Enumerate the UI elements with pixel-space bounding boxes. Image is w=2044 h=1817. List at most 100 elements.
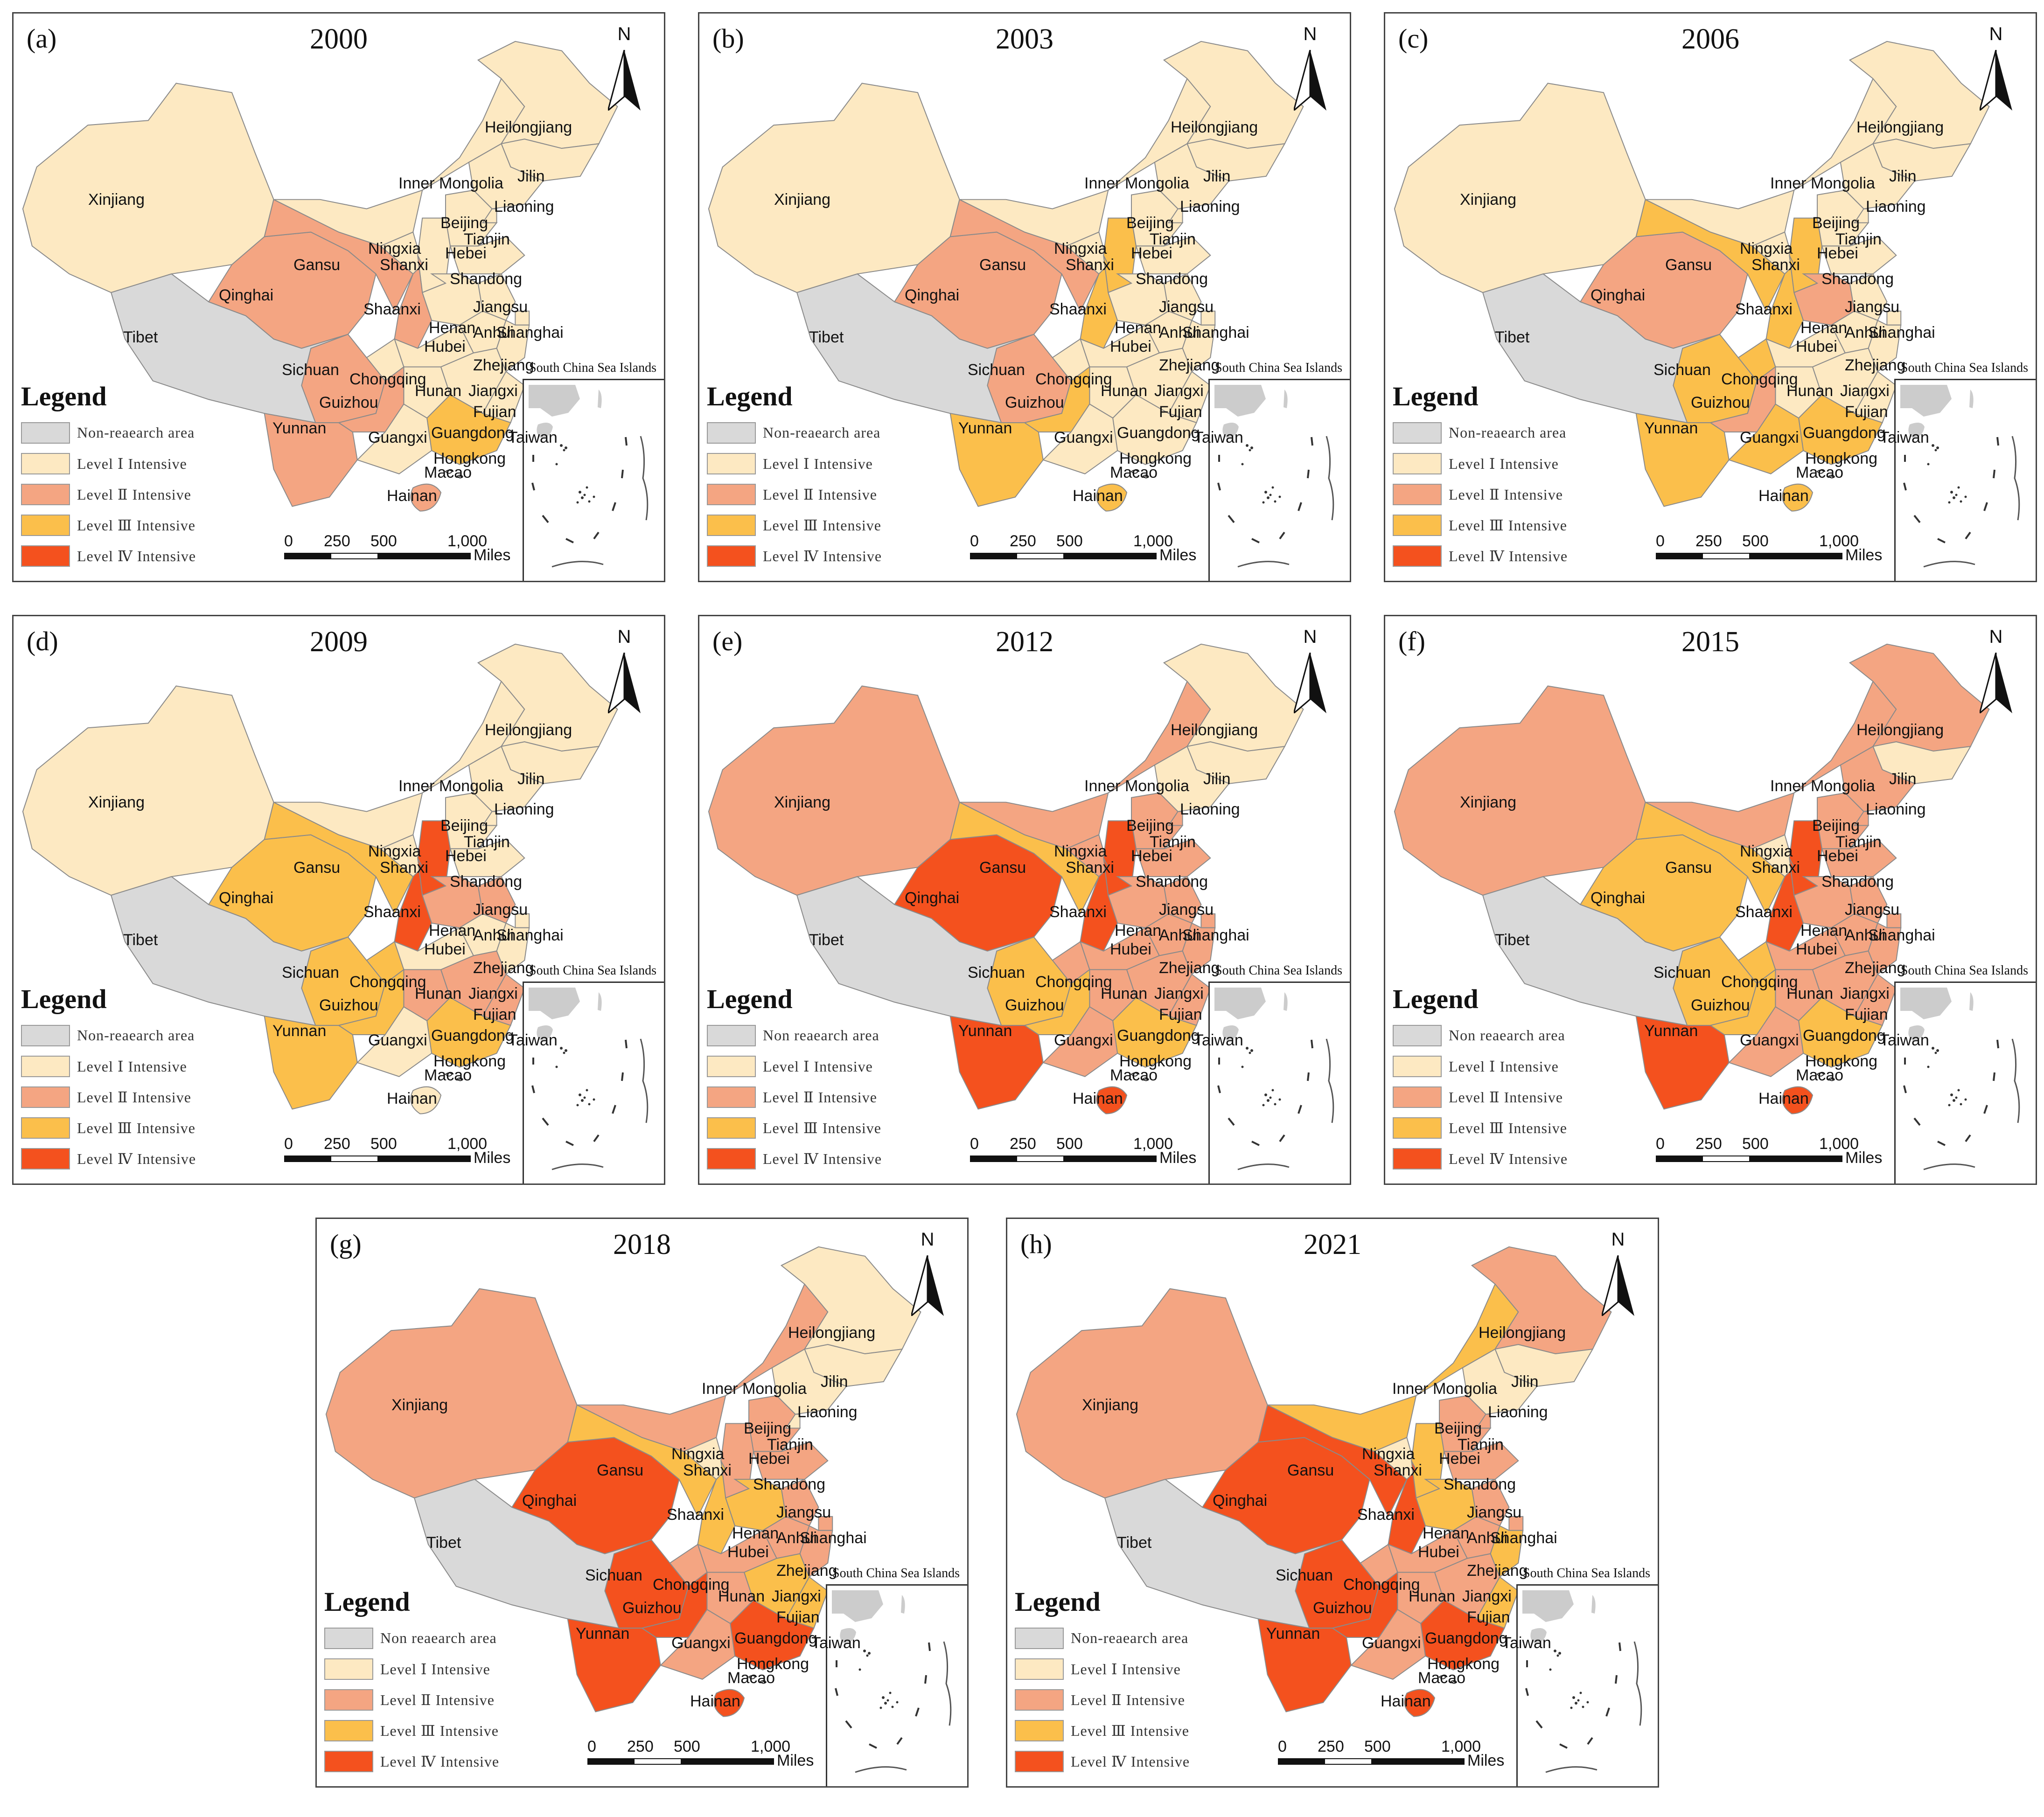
- label-liaoning: Liaoning: [797, 1403, 858, 1421]
- scale-bar: 0 250 500 1,000 Miles: [1656, 1135, 1889, 1177]
- legend-swatch: [707, 1117, 756, 1139]
- legend: Legend Non reaearch area Level Ⅰ Intensiv…: [707, 983, 949, 1175]
- north-arrow-icon: [1980, 653, 2012, 713]
- label-tibet: Tibet: [1495, 328, 1530, 346]
- label-tibet: Tibet: [426, 1534, 461, 1552]
- scale-bar-graphic: [284, 553, 471, 559]
- label-gansu: Gansu: [1665, 859, 1712, 877]
- legend-item: Level Ⅰ Intensive: [707, 1052, 949, 1083]
- panel-letter: (a): [27, 23, 57, 54]
- label-liaoning: Liaoning: [1866, 801, 1926, 818]
- label-hubei: Hubei: [1796, 940, 1837, 958]
- legend-swatch: [1015, 1720, 1064, 1741]
- legend-swatch: [21, 1117, 70, 1139]
- inset-nine-dash: [1525, 1642, 1621, 1749]
- panel-letter: (h): [1020, 1229, 1052, 1259]
- legend-swatch: [21, 1056, 70, 1077]
- inset-map: [832, 1590, 952, 1773]
- label-anhui: Anhui: [1845, 324, 1885, 341]
- north-arrow: N: [907, 1229, 949, 1318]
- label-fujian: Fujian: [473, 1006, 516, 1023]
- label-hunan: Hunan: [718, 1587, 765, 1605]
- legend-swatch: [707, 1056, 756, 1077]
- inset-map: [1214, 988, 1334, 1170]
- scale-tick: 0: [587, 1738, 596, 1755]
- inset-mainland: [1214, 988, 1266, 1019]
- north-arrow: N: [1597, 1229, 1639, 1318]
- china-map: [1394, 643, 1990, 1114]
- label-guangxi: Guangxi: [1054, 1031, 1113, 1049]
- province-jiangsu: [477, 876, 516, 924]
- legend: Legend Non reaearch area Level Ⅰ Intensiv…: [1393, 983, 1635, 1175]
- province-inner-mongolia: [273, 77, 525, 247]
- scale-tick: 1,000: [1133, 1135, 1173, 1153]
- legend-item: Level Ⅱ Intensive: [1393, 1083, 1635, 1114]
- south-china-sea-inset: [826, 1584, 967, 1786]
- inset-philippines: [1633, 1641, 1642, 1726]
- province-guangdong: [426, 394, 511, 465]
- legend-label: Non reaearch area: [380, 1629, 497, 1646]
- province-qinghai: [1579, 231, 1748, 349]
- legend-label: Level Ⅰ Intensive: [77, 455, 187, 472]
- legend-item: Level Ⅲ Intensive: [707, 1114, 949, 1144]
- province-guizhou: [641, 1571, 708, 1638]
- panel-year: 2009: [310, 626, 368, 658]
- label-shandong: Shandong: [1821, 873, 1894, 891]
- label-anhui: Anhui: [1159, 926, 1200, 944]
- label-heilongjiang: Heilongjiang: [1479, 1324, 1566, 1342]
- province-jiangsu: [1849, 876, 1888, 924]
- label-sichuan: Sichuan: [585, 1566, 642, 1584]
- legend-swatch: [1393, 1056, 1442, 1077]
- map-panel-2000: (a) 2000 N South China Sea Islands: [12, 12, 665, 582]
- label-hunan: Hunan: [1786, 985, 1834, 1002]
- legend-item: Level Ⅱ Intensive: [21, 480, 264, 511]
- label-shaanxi: Shaanxi: [363, 903, 421, 921]
- label-taiwan: Taiwan: [1194, 429, 1243, 446]
- legend-item: Non-reaearch area: [707, 418, 949, 449]
- label-anhui: Anhui: [1467, 1529, 1507, 1547]
- panel-year: 2003: [996, 23, 1053, 55]
- label-tibet: Tibet: [123, 931, 158, 949]
- scale-tick: 0: [1656, 1135, 1665, 1153]
- legend-label: Level Ⅱ Intensive: [1449, 1089, 1563, 1106]
- label-hainan: Hainan: [690, 1692, 740, 1710]
- legend-item: Level Ⅳ Intensive: [1393, 1144, 1635, 1175]
- inset-map: [529, 988, 649, 1170]
- legend-item: Level Ⅳ Intensive: [21, 1144, 264, 1175]
- legend-label: Level Ⅲ Intensive: [1449, 517, 1567, 534]
- legend-title: Legend: [21, 381, 107, 411]
- inset-taiwan: [598, 390, 602, 408]
- legend-item: Level Ⅳ Intensive: [1015, 1747, 1257, 1778]
- coastal-islands: [1816, 469, 1835, 479]
- legend-label: Level Ⅲ Intensive: [1449, 1120, 1567, 1136]
- label-hebei: Hebei: [445, 847, 487, 865]
- legend-swatch: [1393, 545, 1442, 567]
- label-shanghai: Shanghai: [1490, 1529, 1557, 1547]
- panel-letter: (e): [712, 626, 743, 656]
- map-panel-2003: (b) 2003 N South China Sea Islands: [698, 12, 1351, 582]
- legend-item: Level Ⅲ Intensive: [1393, 511, 1635, 542]
- inset-borneo: [1923, 561, 1975, 568]
- legend-label: Non reaearch area: [763, 1027, 879, 1044]
- scale-tick: 0: [1656, 532, 1665, 550]
- legend-label: Level Ⅰ Intensive: [763, 455, 873, 472]
- label-beijing: Beijing: [744, 1420, 792, 1437]
- legend-items: Non-reaearch area Level Ⅰ Intensive Level …: [1393, 418, 1635, 572]
- label-jiangsu: Jiangsu: [1159, 298, 1214, 316]
- province-inner-mongolia: [577, 1283, 829, 1452]
- label-guizhou: Guizhou: [1691, 394, 1750, 411]
- label-hainan: Hainan: [387, 1090, 437, 1107]
- label-hunan: Hunan: [1101, 985, 1148, 1002]
- label-inner-mongolia: Inner Mongolia: [1770, 174, 1875, 192]
- china-map: [708, 41, 1304, 512]
- province-hainan: [410, 1086, 442, 1114]
- scale-tick: 500: [1742, 1135, 1769, 1153]
- legend-item: Level Ⅰ Intensive: [21, 1052, 264, 1083]
- label-shanxi: Shanxi: [1374, 1462, 1422, 1479]
- legend-label: Level Ⅳ Intensive: [1449, 1150, 1568, 1167]
- legend-items: Non reaearch area Level Ⅰ Intensive Level …: [707, 1021, 949, 1175]
- province-inner-mongolia: [1645, 680, 1897, 849]
- legend-label: Level Ⅰ Intensive: [1449, 455, 1559, 472]
- legend: Legend Non reaearch area Level Ⅰ Intensiv…: [324, 1586, 567, 1778]
- label-jiangsu: Jiangsu: [1845, 298, 1900, 316]
